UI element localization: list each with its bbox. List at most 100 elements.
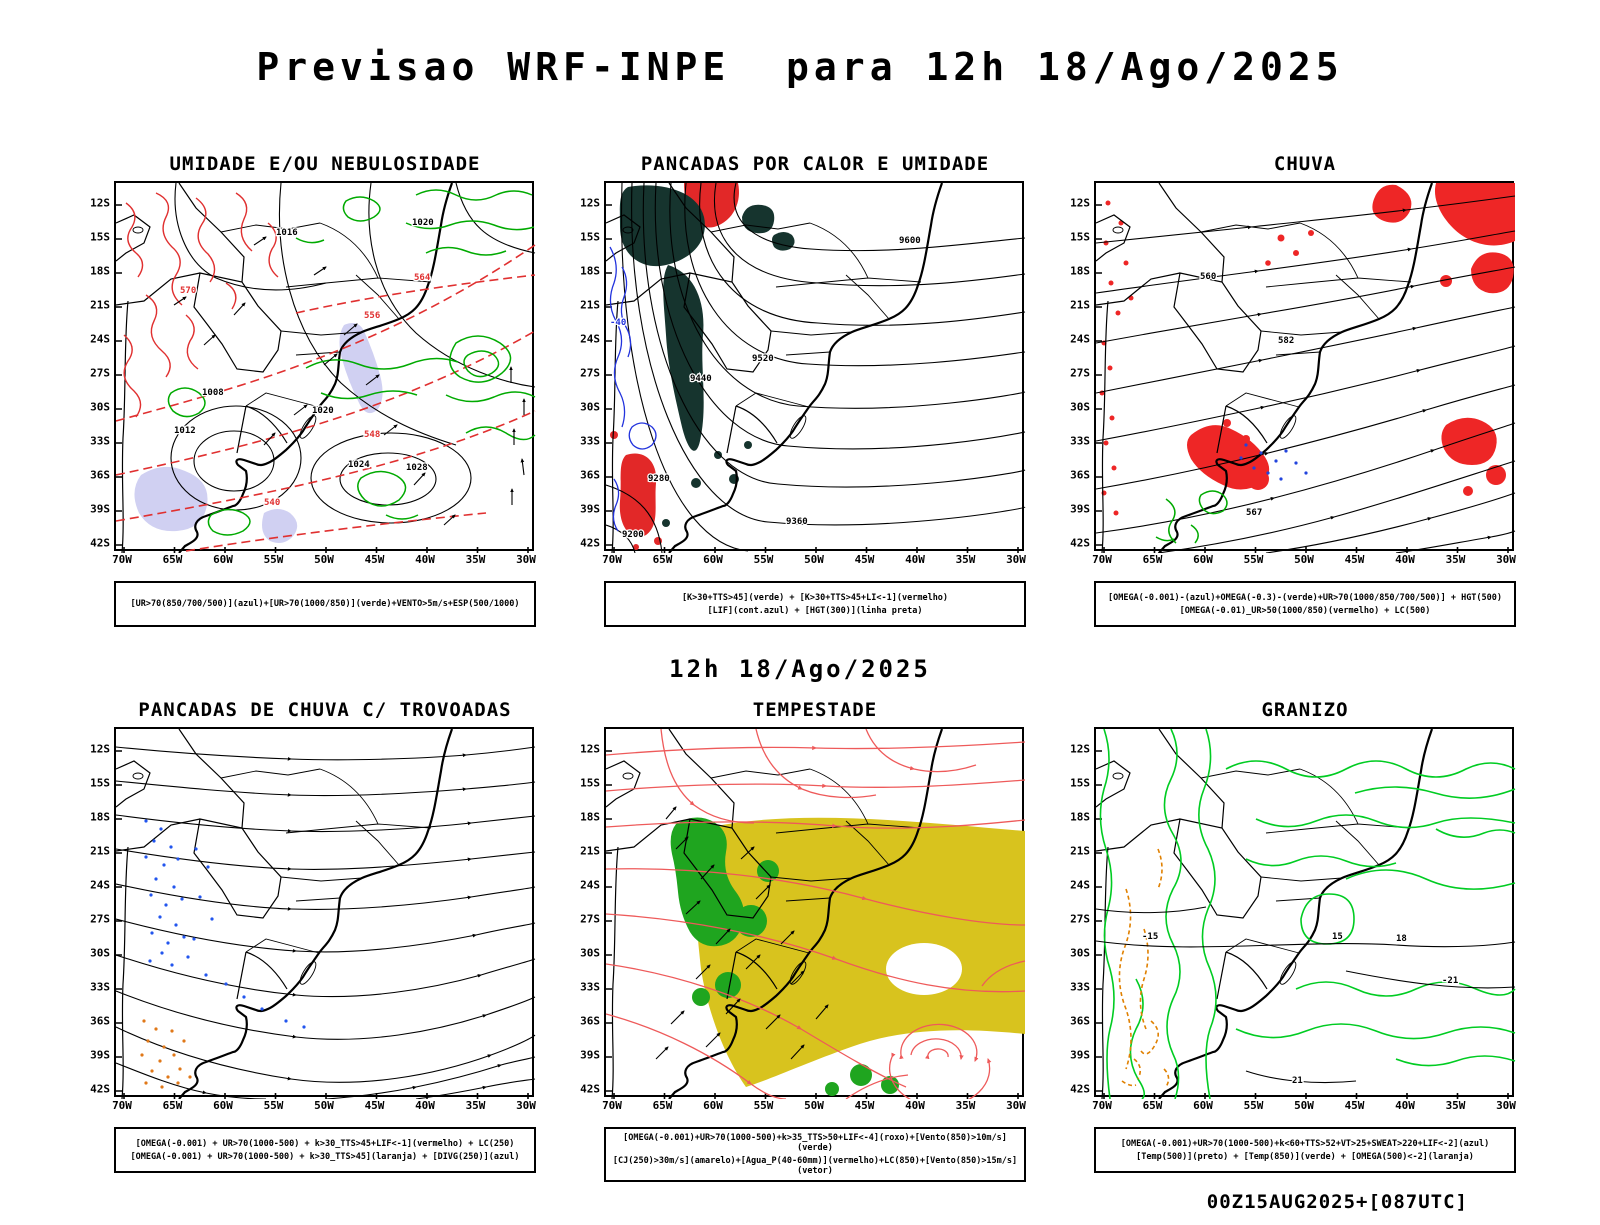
panel-title-umidade: UMIDADE E/OU NEBULOSIDADE	[169, 153, 481, 176]
lon-label-70W: 70W	[1092, 553, 1112, 567]
lon-label-35W: 35W	[465, 553, 486, 567]
contour-label: 1008	[202, 388, 224, 398]
lat-label-21S: 21S	[580, 298, 600, 312]
panel-title-pancadas-calor: PANCADAS POR CALOR E UMIDADE	[640, 153, 990, 176]
contour-labels: -15 15 18 -21 21	[1141, 931, 1460, 1088]
lat-label-33S: 33S	[1070, 980, 1090, 994]
lat-label-24S: 24S	[580, 878, 600, 892]
lon-label-45W: 45W	[854, 1099, 875, 1113]
lat-label-39S: 39S	[90, 502, 110, 516]
lat-label-12S: 12S	[580, 742, 600, 756]
panel-title-chuva: CHUVA	[1273, 153, 1337, 176]
contour-label: 18	[1396, 934, 1407, 944]
cloud-shading-lavender	[134, 323, 383, 544]
lat-label-18S: 18S	[90, 264, 110, 278]
lon-label-55W: 55W	[753, 553, 774, 567]
lon-label-30W: 30W	[1006, 1099, 1026, 1113]
heat-shower-red-areas	[610, 183, 739, 551]
contour-label: 9440	[690, 374, 712, 384]
lon-label-35W: 35W	[465, 1099, 486, 1113]
contour-label: -15	[1142, 932, 1158, 942]
lon-label-40W: 40W	[905, 553, 925, 567]
lon-label-50W: 50W	[804, 1099, 824, 1113]
contour-label: 9600	[899, 236, 921, 246]
lat-label-18S: 18S	[580, 810, 600, 824]
panel-tempestade: TEMPESTADE 12S 15S 18S 21S 24S 27S 30S 33S 36S 39…	[574, 699, 1026, 1183]
lon-label-65W: 65W	[652, 1099, 673, 1113]
contour-label: 1016	[276, 228, 298, 238]
contour-label: -40	[610, 318, 626, 328]
map-svg-tempestade	[606, 729, 1026, 1100]
lon-label-45W: 45W	[854, 553, 875, 567]
lat-label-15S: 15S	[90, 230, 110, 244]
contour-label: 548	[364, 430, 380, 440]
run-timestamp: 00Z15AUG2025+[087UTC]	[1206, 1191, 1468, 1214]
lat-label-42S: 42S	[1070, 536, 1090, 550]
lat-label-27S: 27S	[1070, 912, 1090, 926]
lon-label-45W: 45W	[1344, 1099, 1365, 1113]
hgt500-streamlines	[1096, 195, 1516, 554]
temp850-green-contours	[1099, 729, 1516, 1100]
lat-label-36S: 36S	[580, 1014, 600, 1028]
cape-yellow-area	[693, 818, 1025, 1088]
lat-label-33S: 33S	[580, 434, 600, 448]
contour-label: 567	[1246, 508, 1262, 518]
contour-label: 540	[264, 498, 280, 508]
lat-label-33S: 33S	[580, 980, 600, 994]
lat-label-15S: 15S	[580, 776, 600, 790]
lat-label-21S: 21S	[90, 844, 110, 858]
lon-label-45W: 45W	[1344, 553, 1365, 567]
lat-label-18S: 18S	[90, 810, 110, 824]
lat-label-33S: 33S	[90, 980, 110, 994]
caption-line: [UR>70(850/700/500)](azul)+[UR>70(1000/8…	[130, 599, 520, 610]
lon-label-55W: 55W	[753, 1099, 774, 1113]
hgt300-contours	[606, 183, 1026, 554]
lat-label-36S: 36S	[90, 1014, 110, 1028]
contour-label: 9520	[752, 354, 774, 364]
weather-map-trovoadas	[114, 727, 536, 1100]
contour-label: 9200	[622, 530, 644, 540]
lon-label-30W: 30W	[1496, 1099, 1516, 1113]
contour-label: 564	[414, 273, 431, 283]
map-svg-trovoadas	[116, 729, 536, 1100]
lon-label-40W: 40W	[415, 553, 435, 567]
lon-axis: 70W 65W 60W 55W 50W 45W 40W 35W 30W	[602, 1097, 1026, 1115]
caption-line: [OMEGA(-0.001)+UR>70(1000-500)+k<60+TTS>…	[1120, 1138, 1490, 1149]
omega-blue-dots	[1239, 443, 1308, 482]
caption-line: [OMEGA(-0.001)-(azul)+OMEGA(-0.3)-(verde…	[1107, 592, 1503, 603]
lon-label-45W: 45W	[364, 1099, 385, 1113]
forecast-row-1: UMIDADE E/OU NEBULOSIDADE 12S 15S 18S 21S 24…	[0, 153, 1600, 628]
caption-line: [OMEGA(-0.001) + UR>70(1000-500) + k>30_…	[130, 1151, 520, 1162]
lon-label-30W: 30W	[1006, 553, 1026, 567]
contour-labels: 9600 9520 9440 9360 9280 9200 -40	[609, 235, 922, 542]
caption-box-tempestade: [OMEGA(-0.001)+UR>70(1000-500)+k>35_TTS>…	[604, 1127, 1026, 1183]
lat-label-15S: 15S	[580, 230, 600, 244]
lat-label-39S: 39S	[1070, 1048, 1090, 1062]
forecast-row-2: PANCADAS DE CHUVA C/ TROVOADAS 12S 15S 18S…	[0, 699, 1600, 1183]
lat-label-24S: 24S	[580, 332, 600, 346]
lon-label-50W: 50W	[804, 553, 824, 567]
lat-label-15S: 15S	[90, 776, 110, 790]
caption-line: [OMEGA(-0.001)+UR>70(1000-500)+k>35_TTS>…	[623, 1133, 1007, 1154]
lon-label-50W: 50W	[314, 1099, 334, 1113]
lat-label-27S: 27S	[580, 366, 600, 380]
lon-label-30W: 30W	[516, 553, 536, 567]
lat-label-36S: 36S	[1070, 468, 1090, 482]
lat-label-30S: 30S	[90, 400, 110, 414]
caption-box-pancadas-calor: [K>30+TTS>45](verde) + [K>30+TTS>45+LI<-…	[604, 581, 1026, 628]
weather-map-tempestade	[604, 727, 1026, 1100]
lon-label-65W: 65W	[652, 553, 673, 567]
contour-label: 1020	[412, 218, 434, 228]
contour-label: -21	[1442, 976, 1458, 986]
caption-line: [OMEGA(-0.001) + UR>70(1000-500) + k>30_…	[135, 1138, 515, 1149]
contour-labels: 582 567 560	[1199, 271, 1296, 520]
lon-label-70W: 70W	[1092, 1099, 1112, 1113]
weather-map-granizo: -15 15 18 -21 21	[1094, 727, 1516, 1100]
lat-label-12S: 12S	[580, 196, 600, 210]
yellow-gap	[886, 943, 962, 996]
lat-label-30S: 30S	[580, 946, 600, 960]
rain-red-areas	[1099, 183, 1515, 516]
lat-label-39S: 39S	[90, 1048, 110, 1062]
contour-label: 1024	[348, 460, 370, 470]
lc250-streamlines	[116, 746, 536, 1100]
